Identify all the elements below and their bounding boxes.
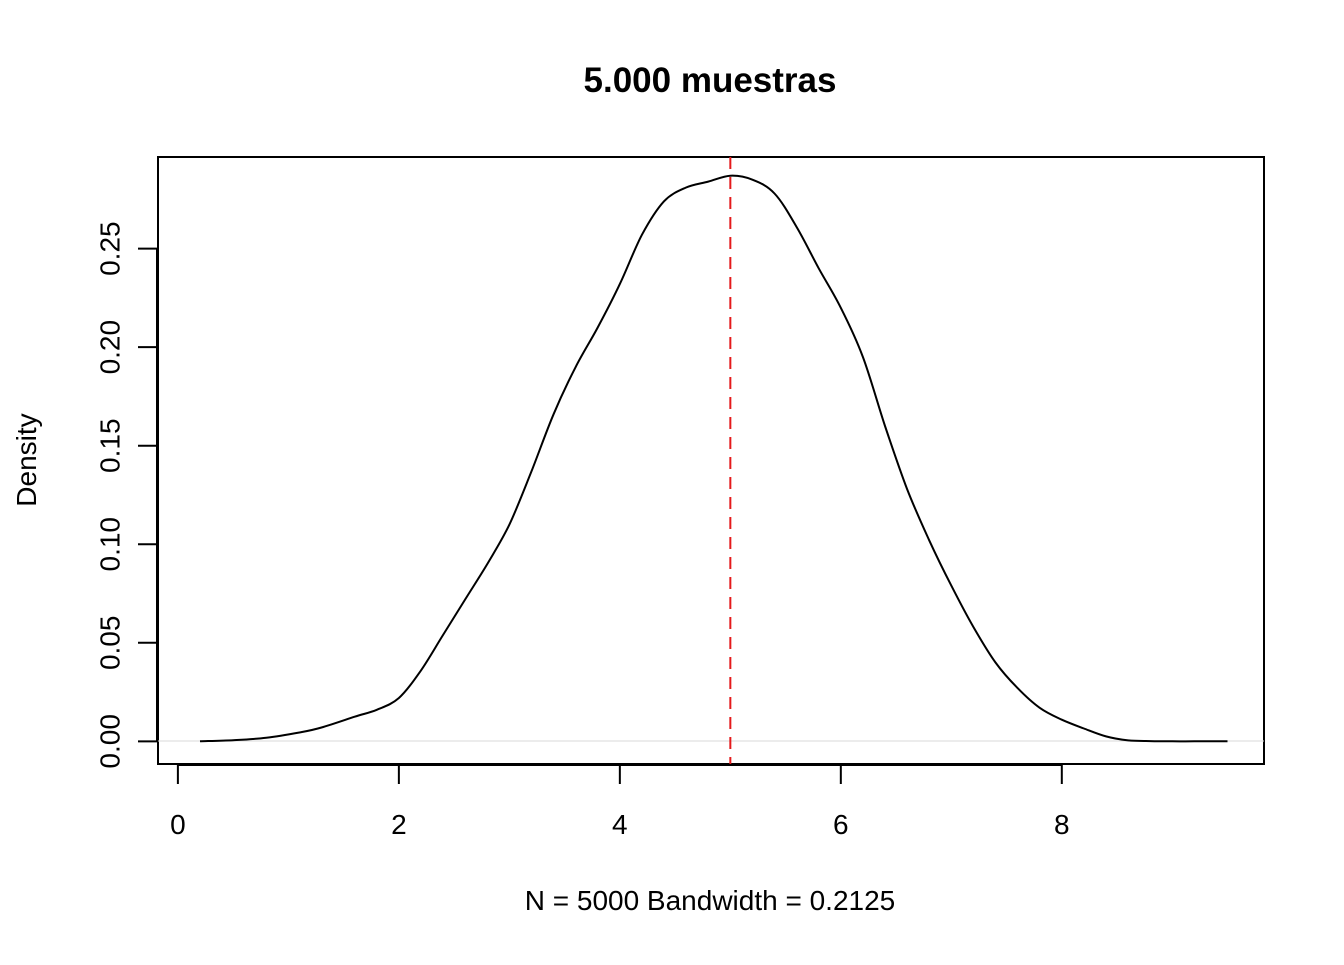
x-tick-label: 0 — [170, 809, 186, 840]
series-layer — [199, 157, 1228, 764]
y-tick-label: 0.25 — [95, 221, 126, 276]
density-curve — [199, 174, 1228, 743]
x-tick-label: 2 — [391, 809, 407, 840]
chart-title: 5.000 muestras — [584, 61, 837, 100]
y-tick-label: 0.20 — [95, 320, 126, 375]
x-tick-label: 6 — [833, 809, 849, 840]
x-tick-label: 4 — [612, 809, 628, 840]
y-tick-label: 0.05 — [95, 616, 126, 671]
y-tick-label: 0.00 — [95, 714, 126, 769]
y-tick-label: 0.15 — [95, 418, 126, 473]
x-axis: 0 2 4 6 8 — [170, 764, 1070, 840]
x-axis-label: N = 5000 Bandwidth = 0.2125 — [525, 885, 896, 916]
y-tick-label: 0.10 — [95, 517, 126, 572]
x-tick-label: 8 — [1054, 809, 1070, 840]
plot-frame — [157, 156, 1265, 765]
y-axis: 0.00 0.05 0.10 0.15 0.20 0.25 — [95, 221, 158, 769]
y-axis-label: Density — [11, 413, 42, 506]
